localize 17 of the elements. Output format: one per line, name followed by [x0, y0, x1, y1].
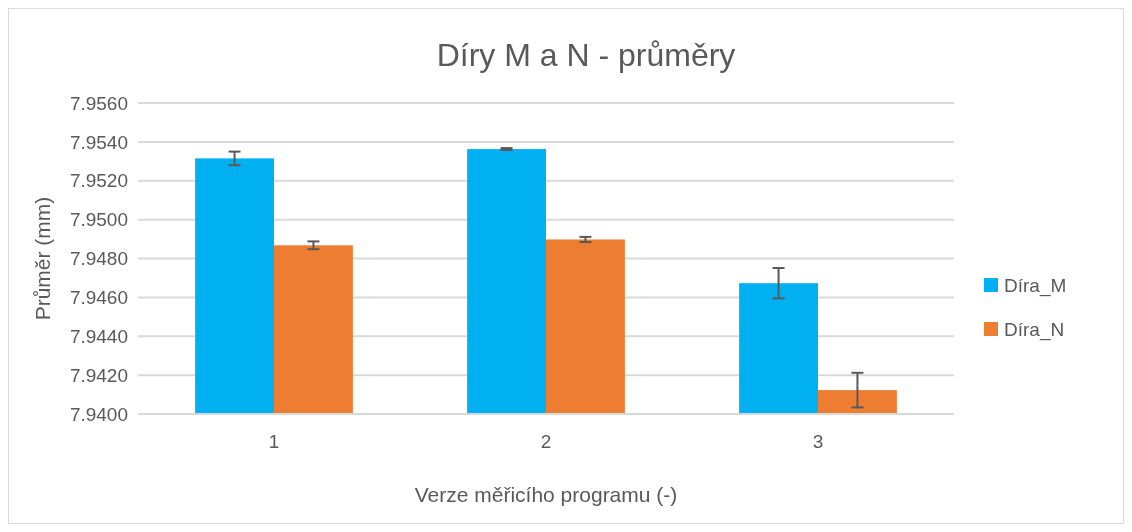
- y-tick-label: 7.9520: [69, 170, 128, 192]
- y-tick-label: 7.9440: [69, 325, 128, 347]
- x-tick-label: 1: [268, 431, 280, 452]
- y-tick-label: 7.9400: [69, 403, 128, 425]
- x-tick-label: 2: [540, 431, 552, 452]
- x-axis-title: Verze měřicího programu (-): [414, 483, 678, 506]
- y-tick-label: 7.9540: [69, 131, 128, 153]
- legend-label: Díra_N: [1004, 318, 1065, 341]
- y-axis-title: Průměr (mm): [31, 196, 54, 321]
- y-tick-label: 7.9560: [69, 92, 128, 114]
- chart-title: Díry M a N - průměry: [436, 37, 736, 73]
- y-tick-label: 7.9460: [69, 287, 128, 309]
- x-tick-label: 3: [812, 431, 824, 452]
- y-tick-label: 7.9420: [69, 364, 128, 386]
- y-tick-label: 7.9480: [69, 248, 128, 270]
- legend-label: Díra_M: [1004, 274, 1067, 297]
- y-tick-label: 7.9500: [69, 209, 128, 231]
